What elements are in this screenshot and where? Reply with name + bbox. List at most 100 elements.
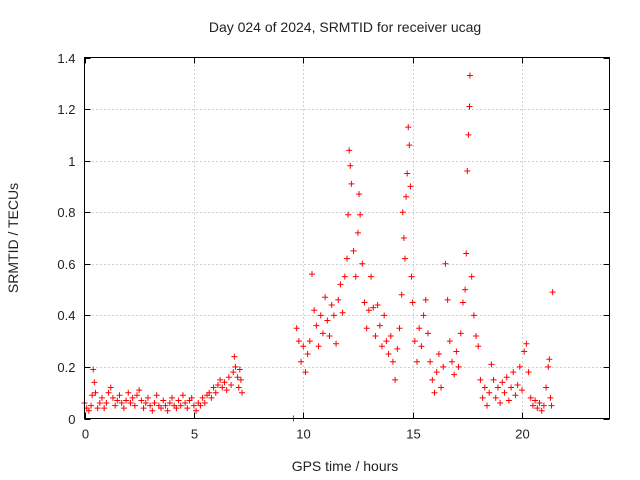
data-point	[328, 302, 335, 309]
data-point	[197, 402, 204, 409]
data-point	[330, 312, 337, 319]
grid-lines	[84, 57, 610, 419]
data-point	[525, 369, 532, 376]
data-point	[356, 191, 363, 198]
data-point	[169, 394, 175, 401]
data-point	[214, 381, 221, 388]
y-tick-label: 0.8	[57, 205, 75, 220]
data-point	[228, 381, 235, 388]
data-point	[512, 392, 519, 399]
data-point	[206, 389, 213, 396]
data-point	[123, 397, 130, 404]
data-point	[302, 369, 309, 376]
data-point	[212, 389, 219, 396]
data-point	[505, 397, 512, 404]
data-point	[484, 402, 490, 409]
data-point	[231, 353, 238, 360]
data-point	[392, 376, 399, 383]
data-point	[350, 247, 357, 254]
data-point	[107, 384, 114, 391]
x-tick-label: 15	[406, 427, 420, 442]
data-point	[465, 131, 472, 138]
data-point	[153, 392, 160, 399]
data-point	[403, 193, 410, 200]
data-point	[411, 338, 418, 345]
data-point	[109, 394, 116, 401]
data-point	[508, 384, 515, 391]
plot-frame	[84, 57, 610, 419]
data-point	[462, 286, 469, 293]
data-point	[142, 400, 149, 407]
data-point	[486, 389, 493, 396]
data-point	[492, 394, 499, 401]
data-point	[337, 281, 344, 288]
data-point	[335, 296, 342, 303]
x-tick-label: 10	[296, 427, 310, 442]
data-point	[94, 405, 101, 412]
data-point	[545, 363, 552, 370]
data-point	[401, 255, 408, 262]
data-point	[466, 103, 473, 110]
x-tick-label: 20	[515, 427, 529, 442]
data-point	[326, 332, 333, 339]
data-point	[387, 332, 394, 339]
data-point	[519, 387, 525, 394]
data-point	[457, 330, 464, 337]
data-point	[470, 312, 477, 319]
data-point	[116, 392, 123, 399]
data-point	[300, 343, 307, 350]
data-point	[221, 379, 228, 386]
data-point	[151, 400, 158, 407]
data-point	[234, 374, 241, 381]
data-point	[88, 402, 95, 409]
data-point	[400, 235, 407, 241]
data-point	[494, 384, 501, 391]
data-point	[477, 376, 484, 383]
data-point	[376, 322, 383, 329]
data-point	[394, 345, 401, 352]
data-point	[354, 229, 361, 236]
data-point	[306, 338, 313, 345]
data-point	[416, 325, 423, 332]
data-point	[90, 366, 97, 373]
axis-ticks: 0 0.2 0.4 0.6 0.8 1 1.2 1.4 0 5 10 15 20	[57, 51, 610, 442]
x-axis-label: GPS time / hours	[292, 458, 399, 474]
data-point	[516, 363, 523, 370]
x-tick-label: 5	[191, 427, 198, 442]
data-point	[527, 394, 534, 401]
data-point	[501, 389, 508, 396]
data-point	[184, 405, 191, 412]
y-axis-label: SRMTID / TECUs	[5, 183, 21, 293]
data-point	[179, 392, 186, 399]
data-point	[396, 325, 403, 332]
data-point	[136, 387, 143, 394]
data-point	[201, 400, 208, 407]
data-point	[374, 302, 381, 309]
data-point	[313, 322, 320, 329]
data-point	[225, 374, 232, 381]
data-point	[370, 304, 377, 311]
data-point	[89, 392, 96, 399]
data-point	[431, 389, 438, 396]
data-point	[85, 407, 92, 414]
data-point	[521, 348, 528, 355]
data-points	[81, 72, 556, 422]
data-point	[405, 124, 412, 131]
y-tick-label: 0	[68, 412, 75, 427]
data-point	[188, 394, 195, 401]
data-point	[424, 330, 431, 337]
data-point	[446, 338, 453, 345]
data-point	[468, 273, 475, 280]
data-point	[210, 384, 217, 391]
data-point	[333, 340, 340, 347]
data-point	[237, 376, 244, 383]
data-point	[510, 369, 517, 376]
data-point	[546, 356, 553, 363]
data-point	[217, 376, 224, 383]
data-point	[164, 407, 171, 414]
data-point	[547, 394, 554, 401]
data-point	[406, 142, 413, 149]
data-point	[319, 330, 326, 337]
data-point	[435, 351, 442, 358]
data-point	[138, 397, 145, 404]
